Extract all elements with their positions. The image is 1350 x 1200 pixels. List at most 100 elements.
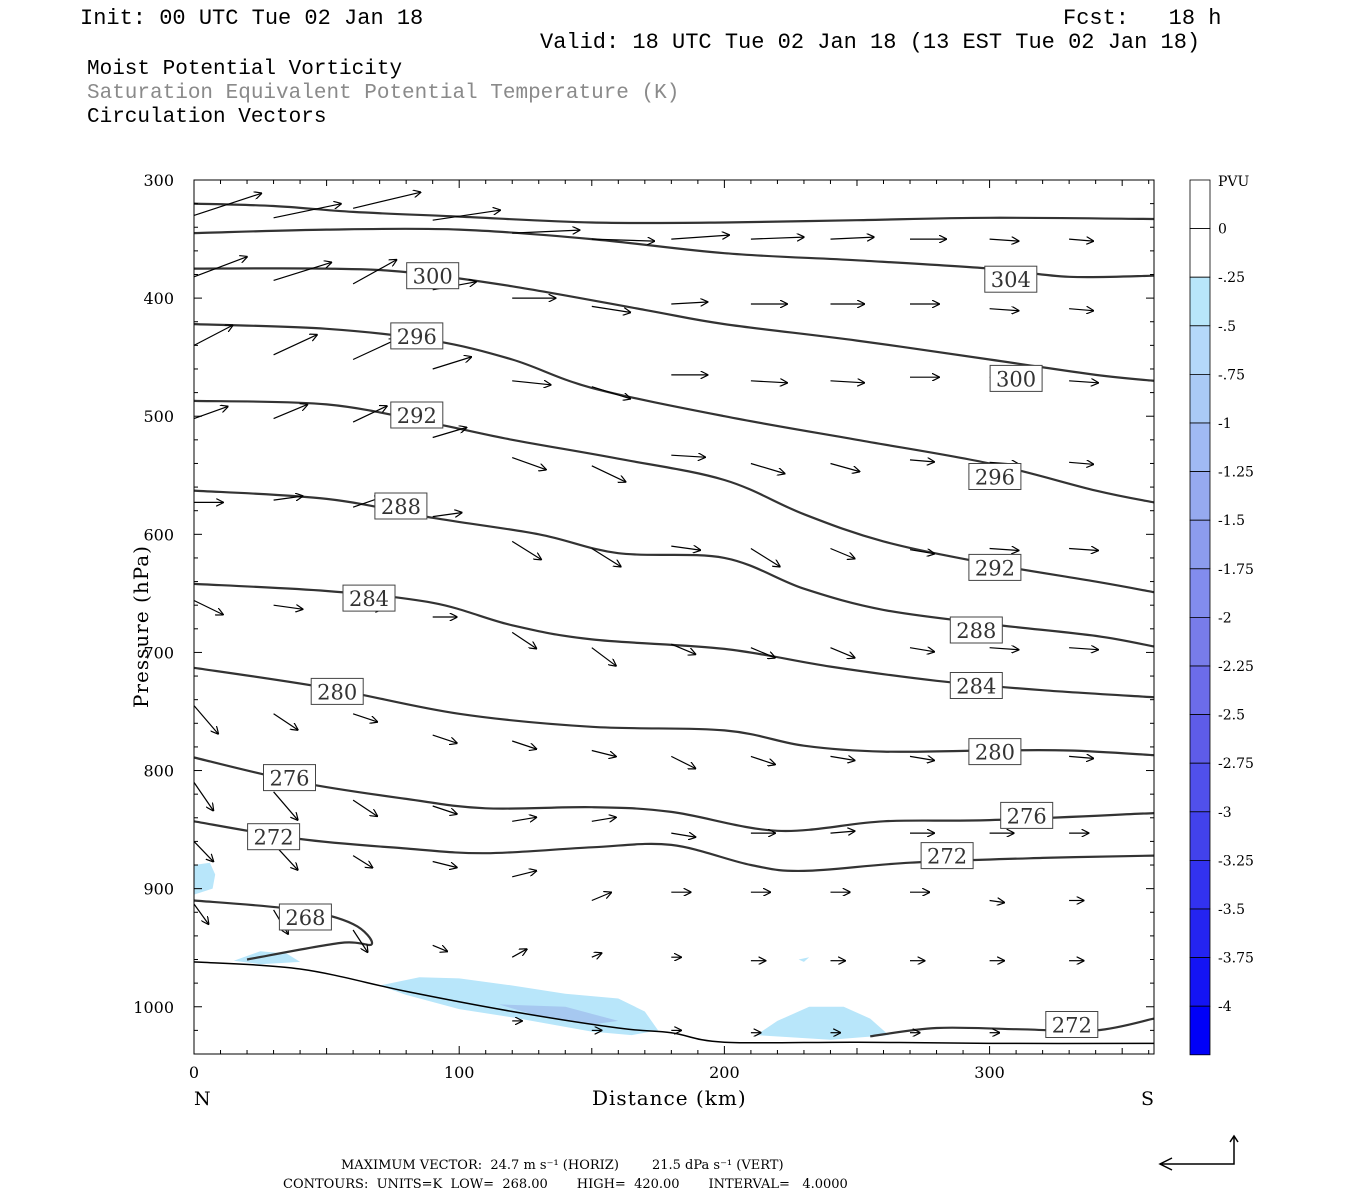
circulation-vector-60 [193,599,223,615]
circulation-vector-14 [352,260,396,285]
y-tick-label-6: 900 [143,880,174,899]
contour-label-text: 280 [975,741,1015,765]
circulation-vector-74 [352,713,377,722]
circulation-vector-56 [830,547,855,559]
colorbar-level-8: -2 [1218,610,1232,626]
colorbar-level-5: -1.25 [1218,465,1254,481]
colorbar-level-11: -2.75 [1218,756,1254,772]
colorbar-level-4: -1 [1218,416,1232,432]
circulation-vector-101 [591,893,611,902]
contour-label-box [406,262,460,290]
circulation-vector-6 [671,235,729,240]
contour-label-box [310,677,364,705]
contour-label-text: 300 [413,265,453,289]
circulation-vector-42 [671,455,705,457]
colorbar-swatch-12 [1189,762,1211,813]
circulation-vector-26 [352,340,396,361]
colorbar-level-13: -3.25 [1218,853,1254,869]
colorbar-level-2: -.5 [1218,319,1236,335]
contour-label-text: 296 [975,466,1015,490]
contour-label-box [989,364,1043,392]
colorbar-swatch-8 [1189,568,1211,618]
circulation-vector-5 [591,239,654,241]
layer-vectors: Circulation Vectors [87,106,327,129]
contour-label-box [278,903,332,931]
contour-label-16: 272 [920,842,974,870]
circulation-vector-29 [591,386,630,399]
y-tick-label-0: 300 [143,171,174,190]
circulation-vector-99 [432,860,457,868]
circulation-vector-18 [671,302,707,304]
circulation-vector-55 [750,547,780,567]
circulation-vector-45 [909,460,934,462]
circulation-vector-13 [273,262,332,281]
x-tick-label-2: 200 [709,1063,740,1082]
contour-label-5: 296 [968,463,1022,490]
pv-region-1 [233,951,301,965]
circulation-vector-75 [432,734,457,743]
circulation-vector-110 [352,929,367,952]
colorbar-swatch-13 [1189,811,1211,861]
contour-label-text: 280 [317,680,357,704]
circulation-vector-8 [830,237,874,239]
y-tick-label-2: 500 [143,407,174,426]
circulation-vector-69 [909,648,934,652]
colorbar-swatch-7 [1189,519,1211,570]
circulation-vector-35 [1069,381,1098,383]
colorbar-level-6: -1.5 [1218,513,1245,529]
circulation-vector-64 [511,631,536,648]
circulation-vector-43 [750,462,785,474]
circulation-vector-36 [193,407,228,420]
contour-label-text: 276 [1007,804,1047,828]
contour-label-box [247,823,301,851]
colorbar-swatch-17 [1189,1005,1211,1056]
circulation-vector-113 [591,953,602,957]
circulation-vector-112 [511,949,526,958]
circulation-vector-22 [989,309,1019,311]
y-tick-label-5: 800 [143,762,174,781]
max-vector-text: MAXIMUM VECTOR: 24.7 m s⁻¹ (HORIZ) 21.5 … [341,1158,784,1173]
contour-line-10 [193,899,374,961]
circulation-vector-108 [193,903,208,924]
contour-label-7: 292 [968,553,1022,581]
circulation-vector-52 [511,540,541,559]
circulation-vector-17 [591,305,630,312]
contour-label-11: 284 [949,672,1003,699]
pv-region-3 [499,1004,619,1025]
circulation-vector-58 [989,549,1019,551]
circulation-vector-89 [591,817,616,821]
circulation-vector-66 [671,643,695,654]
circulation-vector-81 [909,756,934,760]
colorbar-level-15: -3.75 [1218,951,1254,967]
circulation-vector-78 [671,755,695,768]
forecast-hour: Fcst: 18 h [1063,6,1222,31]
contour-label-text: 272 [927,845,967,869]
circulation-vector-87 [432,805,457,814]
colorbar-swatch-0 [1189,179,1211,229]
init-time: Init: 00 UTC Tue 02 Jan 18 [80,6,424,31]
contour-label-box [968,553,1022,581]
contour-line-8 [193,756,1155,833]
colorbar-level-9: -2.25 [1218,659,1254,675]
circulation-vector-92 [830,831,855,833]
circulation-vector-27 [432,357,471,370]
pv-region-0 [194,862,216,895]
y-tick-label-4: 700 [143,643,174,662]
contour-label-box [1045,1011,1099,1038]
circulation-vector-37 [273,405,308,420]
circulation-vector-28 [512,381,550,385]
contour-label-box [984,265,1038,293]
circulation-vector-24 [193,325,232,346]
circulation-vector-72 [193,705,218,734]
reference-vector-icon [1158,1134,1239,1171]
circulation-vector-38 [352,406,387,423]
colorbar-level-0: 0 [1218,222,1227,238]
circulation-vector-86 [352,799,377,816]
circulation-vector-0 [193,193,261,216]
contour-label-text: 272 [1052,1014,1092,1038]
circulation-vector-57 [909,550,934,554]
cross-section-chart: 300 304 296 300 292 296 288 292 284 288 280 284 276 2… [129,171,1254,1110]
contour-label-box [374,492,428,520]
contour-label-box [342,584,396,612]
circulation-vector-76 [512,740,536,749]
